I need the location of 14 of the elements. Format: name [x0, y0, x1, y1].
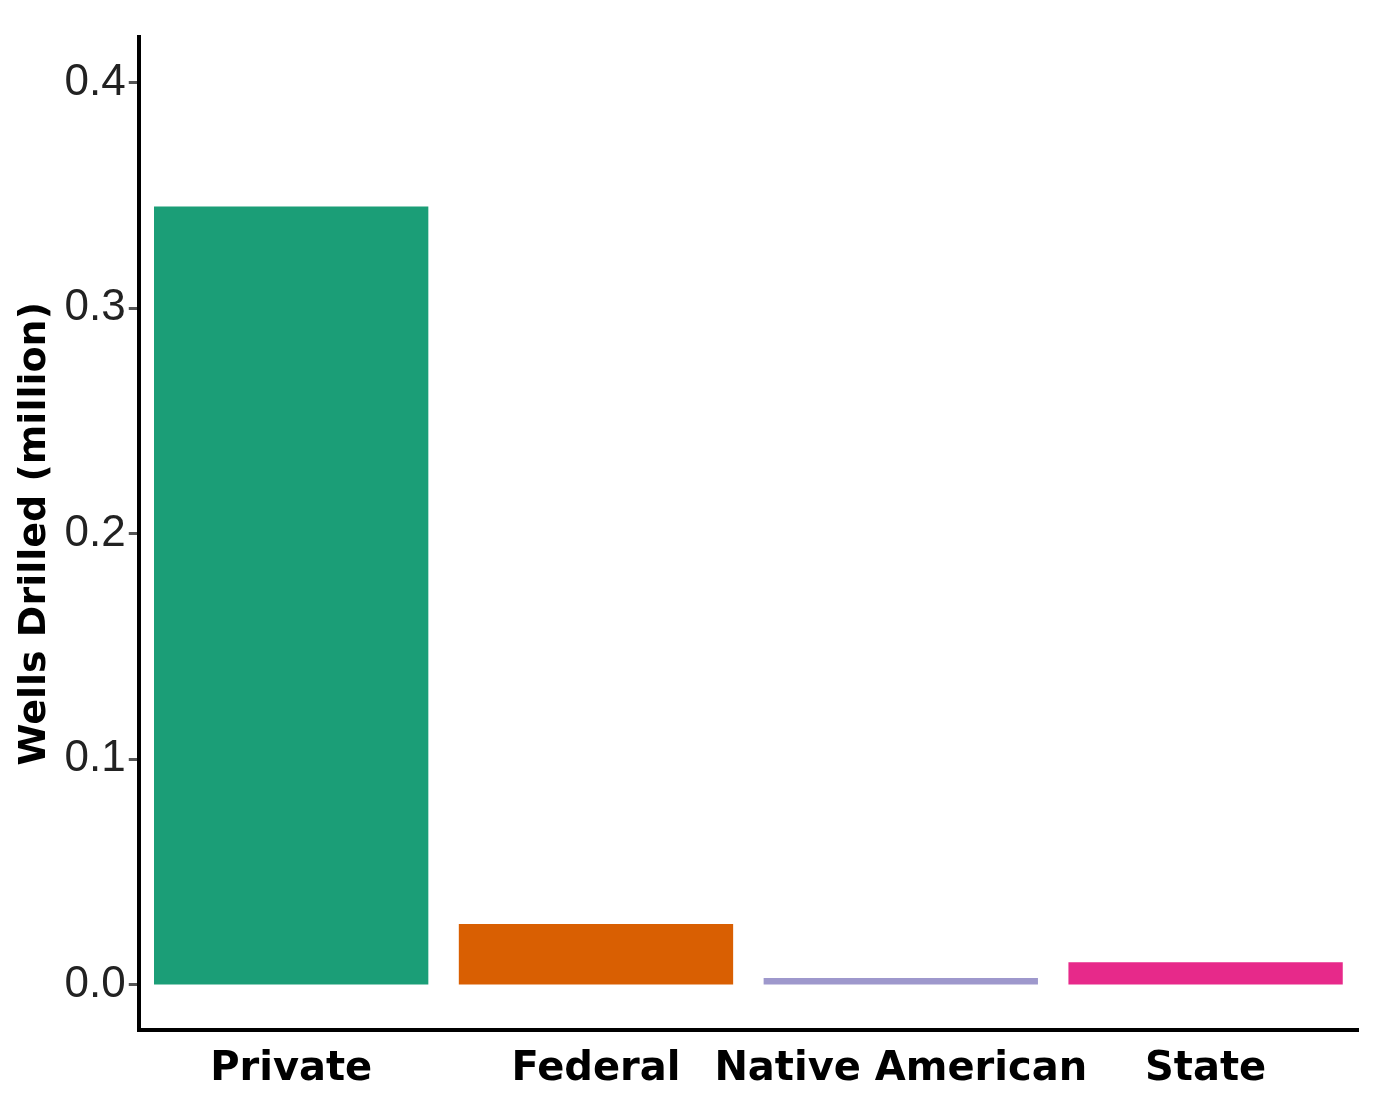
bar [1068, 962, 1343, 985]
y-axis-title: Wells Drilled (million) [9, 302, 54, 766]
y-tick-label: 0.2 [64, 505, 126, 555]
x-tick-label: Private [210, 1043, 373, 1090]
bar [763, 978, 1038, 985]
x-tick-label: Native American [714, 1043, 1088, 1090]
y-tick-label: 0.1 [64, 731, 126, 781]
y-tick-label: 0.0 [64, 957, 126, 1007]
bar [458, 923, 734, 985]
y-tick-label: 0.3 [64, 280, 126, 330]
bar [154, 206, 429, 985]
y-tick-label: 0.4 [64, 54, 126, 104]
x-tick-label: State [1145, 1043, 1267, 1090]
x-tick-label: Federal [511, 1043, 681, 1090]
